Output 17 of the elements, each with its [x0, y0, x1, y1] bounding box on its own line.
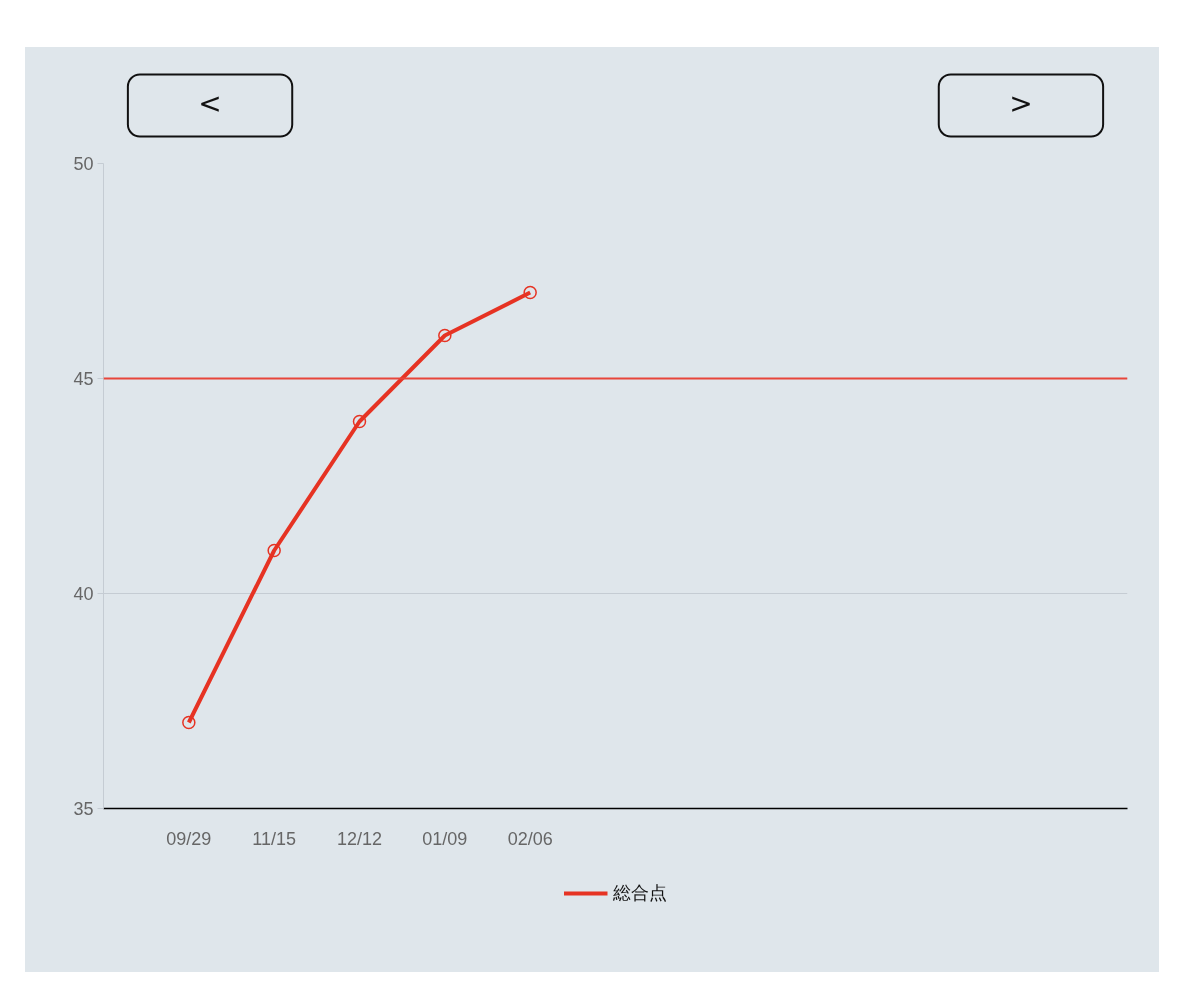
x-tick-label: 01/09 [422, 828, 468, 849]
point [267, 543, 281, 558]
y-tick-label: 45 [73, 369, 94, 389]
x-tick-label: 02/06 [507, 828, 553, 849]
x-tick-label: 11/15 [252, 828, 297, 849]
point [352, 414, 367, 429]
y-tick-label: 35 [73, 799, 94, 819]
x-tick-label: 12/12 [336, 828, 383, 849]
x-tick-label: 09/29 [166, 828, 212, 849]
point [438, 328, 452, 343]
point [523, 285, 537, 300]
text: < [198, 87, 222, 120]
point [182, 715, 196, 730]
y-tick-label: 50 [73, 154, 94, 174]
legend-label: 総合点 [612, 881, 667, 905]
text: > [1009, 87, 1033, 120]
y-tick-label: 40 [73, 584, 94, 604]
